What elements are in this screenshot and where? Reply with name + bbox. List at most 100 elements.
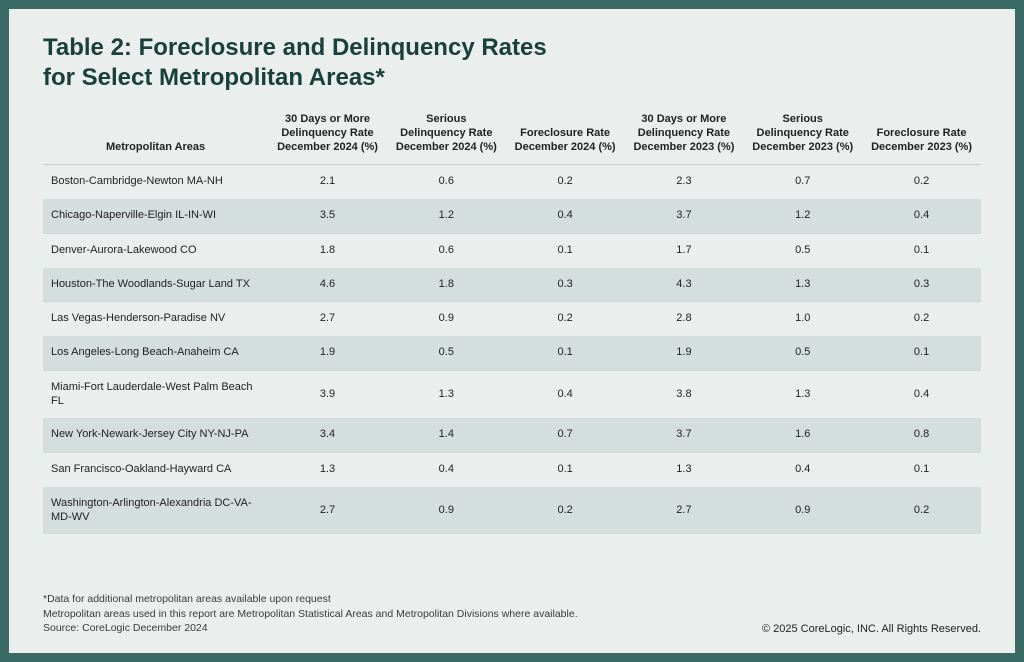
data-cell: 0.5	[743, 336, 862, 370]
data-cell: 0.7	[506, 418, 625, 452]
table-row: Boston-Cambridge-Newton MA-NH2.10.60.22.…	[43, 165, 981, 199]
data-cell: 0.3	[862, 268, 981, 302]
data-cell: 0.4	[506, 370, 625, 418]
data-cell: 1.3	[743, 268, 862, 302]
data-cell: 1.3	[625, 453, 744, 487]
data-cell: 3.7	[625, 418, 744, 452]
data-cell: 1.2	[387, 199, 506, 233]
metro-name-cell: Chicago-Naperville-Elgin IL-IN-WI	[43, 199, 268, 233]
table-header-row: Metropolitan Areas 30 Days or More Delin…	[43, 107, 981, 165]
table-row: Las Vegas-Henderson-Paradise NV2.70.90.2…	[43, 302, 981, 336]
data-cell: 0.6	[387, 165, 506, 199]
data-cell: 3.7	[625, 199, 744, 233]
data-cell: 0.2	[506, 165, 625, 199]
title-line-1: Table 2: Foreclosure and Delinquency Rat…	[43, 34, 547, 61]
data-cell: 0.2	[862, 302, 981, 336]
table-row: New York-Newark-Jersey City NY-NJ-PA3.41…	[43, 418, 981, 452]
data-cell: 3.5	[268, 199, 387, 233]
data-cell: 1.8	[268, 233, 387, 267]
data-cell: 2.7	[268, 487, 387, 535]
data-cell: 3.8	[625, 370, 744, 418]
data-cell: 0.1	[862, 233, 981, 267]
data-cell: 4.3	[625, 268, 744, 302]
metro-name-cell: Washington-Arlington-Alexandria DC-VA-MD…	[43, 487, 268, 535]
col-header: Serious Delinquency Rate December 2023 (…	[743, 107, 862, 165]
data-cell: 2.7	[625, 487, 744, 535]
data-cell: 0.1	[506, 453, 625, 487]
footer: *Data for additional metropolitan areas …	[43, 592, 981, 635]
metro-name-cell: Las Vegas-Henderson-Paradise NV	[43, 302, 268, 336]
footnote: Source: CoreLogic December 2024	[43, 621, 578, 635]
data-cell: 0.5	[387, 336, 506, 370]
col-header: Serious Delinquency Rate December 2024 (…	[387, 107, 506, 165]
data-cell: 0.8	[862, 418, 981, 452]
data-cell: 2.8	[625, 302, 744, 336]
data-cell: 4.6	[268, 268, 387, 302]
data-cell: 0.2	[506, 487, 625, 535]
data-cell: 1.0	[743, 302, 862, 336]
table-row: San Francisco-Oakland-Hayward CA1.30.40.…	[43, 453, 981, 487]
data-cell: 0.1	[506, 233, 625, 267]
data-cell: 0.4	[387, 453, 506, 487]
page-title: Table 2: Foreclosure and Delinquency Rat…	[43, 33, 981, 93]
data-cell: 0.3	[506, 268, 625, 302]
data-cell: 3.4	[268, 418, 387, 452]
metro-name-cell: Houston-The Woodlands-Sugar Land TX	[43, 268, 268, 302]
data-cell: 0.9	[743, 487, 862, 535]
data-cell: 1.4	[387, 418, 506, 452]
data-cell: 0.2	[506, 302, 625, 336]
col-header: Foreclosure Rate December 2023 (%)	[862, 107, 981, 165]
table-head: Metropolitan Areas 30 Days or More Delin…	[43, 107, 981, 165]
metro-name-cell: Los Angeles-Long Beach-Anaheim CA	[43, 336, 268, 370]
data-cell: 1.3	[387, 370, 506, 418]
data-cell: 2.3	[625, 165, 744, 199]
metro-name-cell: Miami-Fort Lauderdale-West Palm Beach FL	[43, 370, 268, 418]
metro-name-cell: New York-Newark-Jersey City NY-NJ-PA	[43, 418, 268, 452]
data-cell: 0.9	[387, 302, 506, 336]
data-cell: 1.3	[743, 370, 862, 418]
metro-name-cell: Denver-Aurora-Lakewood CO	[43, 233, 268, 267]
data-cell: 1.8	[387, 268, 506, 302]
data-cell: 0.2	[862, 165, 981, 199]
table-row: Los Angeles-Long Beach-Anaheim CA1.90.50…	[43, 336, 981, 370]
table-row: Miami-Fort Lauderdale-West Palm Beach FL…	[43, 370, 981, 418]
table-card: Table 2: Foreclosure and Delinquency Rat…	[9, 9, 1015, 653]
col-header: 30 Days or More Delinquency Rate Decembe…	[625, 107, 744, 165]
data-cell: 1.3	[268, 453, 387, 487]
data-cell: 0.1	[862, 336, 981, 370]
data-cell: 0.1	[862, 453, 981, 487]
data-cell: 3.9	[268, 370, 387, 418]
data-cell: 1.7	[625, 233, 744, 267]
data-cell: 1.9	[625, 336, 744, 370]
col-header: 30 Days or More Delinquency Rate Decembe…	[268, 107, 387, 165]
table-row: Washington-Arlington-Alexandria DC-VA-MD…	[43, 487, 981, 535]
data-cell: 0.9	[387, 487, 506, 535]
data-cell: 0.1	[506, 336, 625, 370]
data-cell: 1.6	[743, 418, 862, 452]
rates-table: Metropolitan Areas 30 Days or More Delin…	[43, 107, 981, 534]
col-header: Metropolitan Areas	[43, 107, 268, 165]
footnote: Metropolitan areas used in this report a…	[43, 607, 578, 621]
data-cell: 0.4	[862, 370, 981, 418]
data-cell: 2.7	[268, 302, 387, 336]
metro-name-cell: Boston-Cambridge-Newton MA-NH	[43, 165, 268, 199]
data-cell: 0.4	[862, 199, 981, 233]
data-cell: 1.2	[743, 199, 862, 233]
col-header: Foreclosure Rate December 2024 (%)	[506, 107, 625, 165]
data-cell: 0.6	[387, 233, 506, 267]
table-row: Denver-Aurora-Lakewood CO1.80.60.11.70.5…	[43, 233, 981, 267]
table-row: Chicago-Naperville-Elgin IL-IN-WI3.51.20…	[43, 199, 981, 233]
table-body: Boston-Cambridge-Newton MA-NH2.10.60.22.…	[43, 165, 981, 535]
data-cell: 0.2	[862, 487, 981, 535]
copyright: © 2025 CoreLogic, INC. All Rights Reserv…	[762, 623, 981, 635]
data-cell: 0.4	[506, 199, 625, 233]
data-cell: 0.5	[743, 233, 862, 267]
data-cell: 1.9	[268, 336, 387, 370]
metro-name-cell: San Francisco-Oakland-Hayward CA	[43, 453, 268, 487]
data-cell: 0.7	[743, 165, 862, 199]
title-line-2: for Select Metropolitan Areas*	[43, 64, 385, 91]
data-cell: 2.1	[268, 165, 387, 199]
footnotes: *Data for additional metropolitan areas …	[43, 592, 578, 635]
data-cell: 0.4	[743, 453, 862, 487]
footnote: *Data for additional metropolitan areas …	[43, 592, 578, 606]
